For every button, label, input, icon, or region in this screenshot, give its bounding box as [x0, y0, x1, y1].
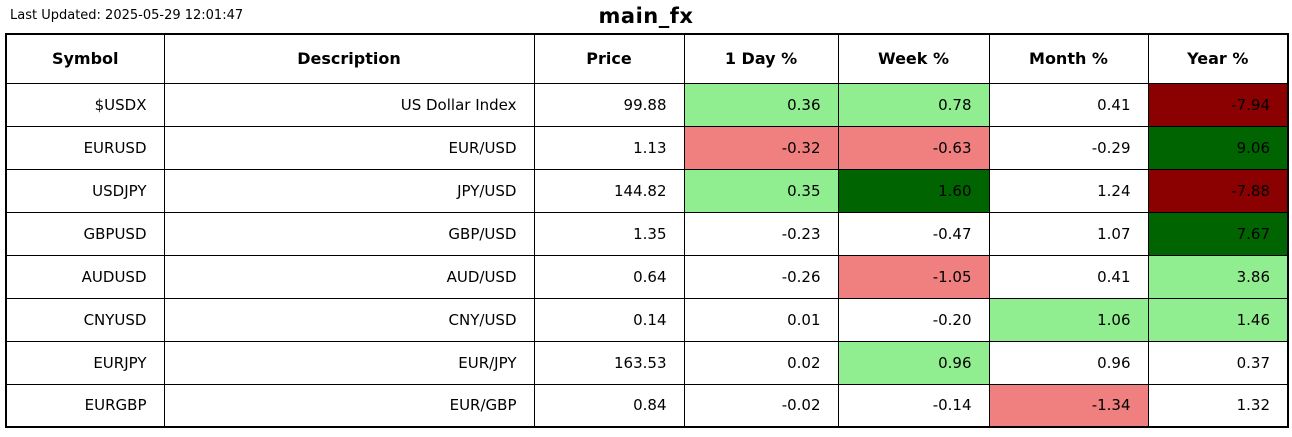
table-row: $USDX US Dollar Index 99.88 0.36 0.78 0.41 -7.… — [5, 82, 1289, 127]
cell-week-pct: -0.63 — [837, 125, 990, 170]
column-header-week: Week % — [837, 33, 990, 84]
column-header-year: Year % — [1147, 33, 1289, 84]
cell-month-pct: 1.06 — [988, 297, 1149, 342]
cell-1day-pct: 0.01 — [683, 297, 839, 342]
table-row: EURJPY EUR/JPY 163.53 0.02 0.96 0.96 0.37 — [5, 340, 1289, 385]
cell-1day-pct: 0.36 — [683, 82, 839, 127]
cell-description: US Dollar Index — [163, 82, 535, 127]
table-row: EURUSD EUR/USD 1.13 -0.32 -0.63 -0.29 9.06 — [5, 125, 1289, 170]
cell-1day-pct: -0.32 — [683, 125, 839, 170]
cell-symbol: EURUSD — [5, 125, 165, 170]
page-title: main_fx — [598, 4, 694, 28]
cell-year-pct: 7.67 — [1147, 211, 1289, 256]
cell-year-pct: -7.88 — [1147, 168, 1289, 213]
cell-price: 163.53 — [533, 340, 685, 385]
fx-rates-table: Symbol Description Price 1 Day % Week % Month… — [5, 33, 1289, 428]
column-header-1-day: 1 Day % — [683, 33, 839, 84]
table-body: $USDX US Dollar Index 99.88 0.36 0.78 0.41 -7.… — [5, 82, 1289, 428]
table-header: Symbol Description Price 1 Day % Week % Month… — [5, 33, 1289, 84]
cell-description: AUD/USD — [163, 254, 535, 299]
cell-price: 99.88 — [533, 82, 685, 127]
cell-description: EUR/JPY — [163, 340, 535, 385]
cell-month-pct: 0.41 — [988, 254, 1149, 299]
cell-1day-pct: -0.23 — [683, 211, 839, 256]
cell-symbol: AUDUSD — [5, 254, 165, 299]
cell-symbol: CNYUSD — [5, 297, 165, 342]
cell-price: 0.64 — [533, 254, 685, 299]
header-row: Symbol Description Price 1 Day % Week % Month… — [5, 33, 1289, 84]
column-header-symbol: Symbol — [5, 33, 165, 84]
cell-1day-pct: -0.26 — [683, 254, 839, 299]
cell-symbol: GBPUSD — [5, 211, 165, 256]
column-header-price: Price — [533, 33, 685, 84]
cell-price: 144.82 — [533, 168, 685, 213]
cell-symbol: EURGBP — [5, 383, 165, 428]
cell-year-pct: 1.32 — [1147, 383, 1289, 428]
cell-1day-pct: 0.02 — [683, 340, 839, 385]
cell-year-pct: 1.46 — [1147, 297, 1289, 342]
cell-year-pct: 0.37 — [1147, 340, 1289, 385]
cell-week-pct: -0.14 — [837, 383, 990, 428]
cell-price: 0.84 — [533, 383, 685, 428]
table-row: EURGBP EUR/GBP 0.84 -0.02 -0.14 -1.34 1.32 — [5, 383, 1289, 428]
cell-1day-pct: -0.02 — [683, 383, 839, 428]
table-row: USDJPY JPY/USD 144.82 0.35 1.60 1.24 -7.88 — [5, 168, 1289, 213]
column-header-month: Month % — [988, 33, 1149, 84]
cell-month-pct: 1.24 — [988, 168, 1149, 213]
cell-month-pct: 0.41 — [988, 82, 1149, 127]
cell-description: JPY/USD — [163, 168, 535, 213]
cell-week-pct: 0.96 — [837, 340, 990, 385]
cell-description: GBP/USD — [163, 211, 535, 256]
cell-week-pct: -0.47 — [837, 211, 990, 256]
cell-symbol: USDJPY — [5, 168, 165, 213]
cell-price: 1.13 — [533, 125, 685, 170]
cell-month-pct: -0.29 — [988, 125, 1149, 170]
table-row: AUDUSD AUD/USD 0.64 -0.26 -1.05 0.41 3.86 — [5, 254, 1289, 299]
table-row: CNYUSD CNY/USD 0.14 0.01 -0.20 1.06 1.46 — [5, 297, 1289, 342]
cell-week-pct: 1.60 — [837, 168, 990, 213]
cell-month-pct: 0.96 — [988, 340, 1149, 385]
last-updated-timestamp: Last Updated: 2025-05-29 12:01:47 — [10, 8, 244, 23]
cell-year-pct: 9.06 — [1147, 125, 1289, 170]
cell-month-pct: -1.34 — [988, 383, 1149, 428]
cell-year-pct: 3.86 — [1147, 254, 1289, 299]
cell-1day-pct: 0.35 — [683, 168, 839, 213]
cell-week-pct: 0.78 — [837, 82, 990, 127]
cell-description: EUR/USD — [163, 125, 535, 170]
cell-month-pct: 1.07 — [988, 211, 1149, 256]
cell-symbol: EURJPY — [5, 340, 165, 385]
table-row: GBPUSD GBP/USD 1.35 -0.23 -0.47 1.07 7.67 — [5, 211, 1289, 256]
cell-week-pct: -0.20 — [837, 297, 990, 342]
cell-price: 1.35 — [533, 211, 685, 256]
cell-symbol: $USDX — [5, 82, 165, 127]
cell-description: EUR/GBP — [163, 383, 535, 428]
cell-description: CNY/USD — [163, 297, 535, 342]
cell-week-pct: -1.05 — [837, 254, 990, 299]
cell-year-pct: -7.94 — [1147, 82, 1289, 127]
column-header-description: Description — [163, 33, 535, 84]
cell-price: 0.14 — [533, 297, 685, 342]
